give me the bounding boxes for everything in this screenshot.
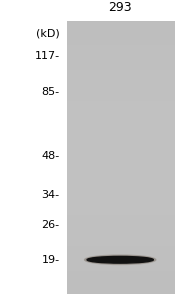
Ellipse shape	[87, 256, 153, 263]
Text: 117-: 117-	[35, 51, 60, 61]
Text: 19-: 19-	[42, 255, 60, 265]
Ellipse shape	[84, 255, 156, 265]
Text: 293: 293	[108, 1, 132, 13]
Text: 85-: 85-	[42, 87, 60, 97]
Text: 26-: 26-	[42, 220, 60, 230]
Text: 34-: 34-	[42, 190, 60, 200]
Text: 48-: 48-	[41, 151, 60, 161]
Text: (kD): (kD)	[36, 28, 60, 38]
